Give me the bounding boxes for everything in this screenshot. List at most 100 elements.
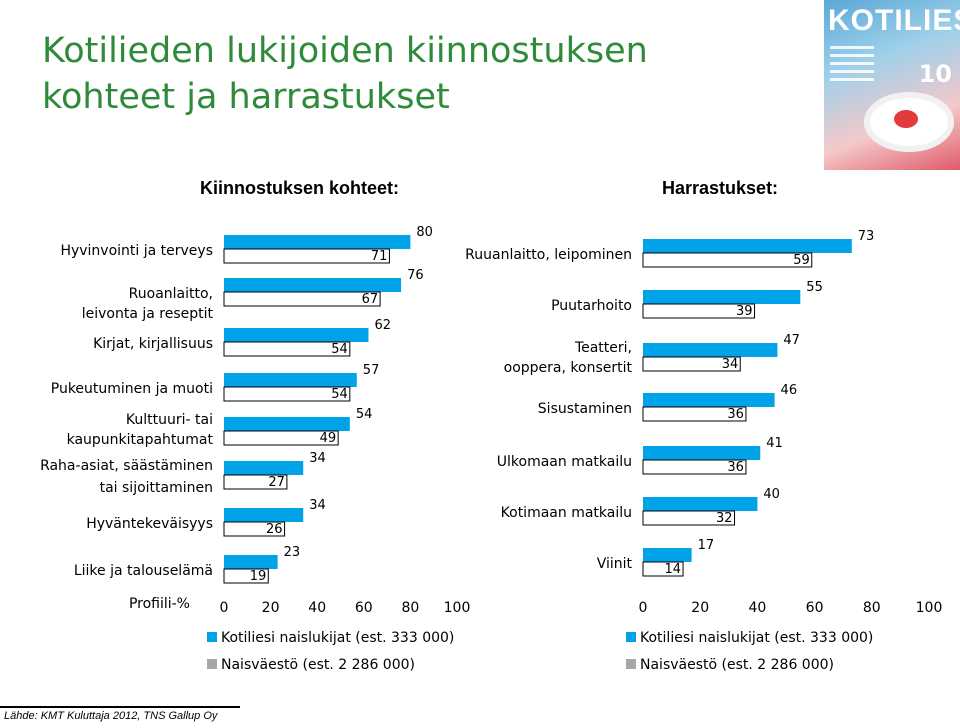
- left-category-label: Pukeutuminen ja muoti: [51, 381, 213, 397]
- left-bar-population: [223, 474, 288, 490]
- right-x-tick-label: 40: [748, 600, 766, 616]
- title-line-2: kohteet ja harrastukset: [42, 77, 450, 117]
- left-category-label: Hyväntekeväisyys: [86, 516, 213, 532]
- right-bar-readers: [643, 446, 761, 460]
- left-bar-population: [223, 430, 339, 446]
- left-category-label: Kulttuuri- tai: [126, 412, 213, 428]
- left-category-label: Ruoanlaitto,: [129, 286, 213, 302]
- left-x-tick-label: 0: [220, 600, 229, 616]
- left-bar-readers: [224, 417, 350, 431]
- right-x-tick-label: 100: [916, 600, 943, 616]
- title-line-1: Kotilieden lukijoiden kiinnostuksen: [42, 31, 648, 71]
- right-bar-population: [642, 561, 684, 577]
- right-value-label-population: 59: [793, 253, 810, 268]
- right-bar-population: [642, 303, 756, 319]
- left-value-label-readers: 76: [407, 268, 424, 283]
- cover-headlines: [830, 46, 874, 86]
- right-category-label: Teatteri,: [574, 340, 632, 356]
- left-bar-readers: [224, 328, 369, 342]
- left-value-label-population: 54: [331, 342, 348, 357]
- left-category-label: Hyvinvointi ja terveys: [60, 243, 213, 259]
- right-legend-readers: Kotiliesi naislukijat (est. 333 000): [640, 630, 873, 646]
- right-value-label-readers: 46: [781, 383, 798, 398]
- right-value-label-readers: 17: [698, 538, 715, 553]
- left-value-label-population: 26: [266, 522, 283, 537]
- right-value-label-readers: 40: [763, 487, 780, 502]
- right-legend-population: Naisväestö (est. 2 286 000): [640, 657, 834, 673]
- left-value-label-population: 19: [250, 569, 267, 584]
- right-bar-readers: [643, 239, 852, 253]
- left-value-label-readers: 23: [284, 545, 301, 560]
- right-value-label-readers: 41: [766, 436, 783, 451]
- left-x-tick-label: 40: [308, 600, 326, 616]
- left-category-label: kaupunkitapahtumat: [67, 432, 214, 448]
- right-category-label: Ruuanlaitto, leipominen: [465, 247, 632, 263]
- left-value-label-readers: 62: [374, 318, 391, 333]
- left-value-label-readers: 34: [309, 451, 326, 466]
- right-value-label-readers: 73: [858, 229, 875, 244]
- left-bar-population: [223, 248, 390, 264]
- source-divider: [0, 706, 240, 708]
- right-bar-population: [642, 406, 747, 422]
- left-category-label: Liike ja talouselämä: [74, 563, 213, 579]
- right-value-label-population: 39: [736, 304, 753, 319]
- left-legend-population: Naisväestö (est. 2 286 000): [221, 657, 415, 673]
- right-value-label-population: 34: [722, 357, 739, 372]
- left-value-label-population: 67: [362, 292, 379, 307]
- right-chart-title: Harrastukset:: [662, 178, 779, 198]
- left-bar-readers: [224, 278, 402, 292]
- magazine-cover-image: KOTILIESI 10: [824, 0, 960, 170]
- left-bar-readers: [224, 508, 304, 522]
- left-x-tick-label: 80: [401, 600, 419, 616]
- left-bar-readers: [224, 373, 357, 387]
- left-x-tick-label: 100: [444, 600, 471, 616]
- left-value-label-population: 27: [268, 475, 285, 490]
- left-value-label-readers: 54: [356, 407, 373, 422]
- left-value-label-readers: 34: [309, 498, 326, 513]
- left-category-label: tai sijoittaminen: [100, 480, 213, 496]
- right-value-label-readers: 55: [806, 280, 823, 295]
- right-category-label: Sisustaminen: [538, 401, 632, 417]
- right-bar-readers: [643, 290, 801, 304]
- right-x-tick-label: 0: [639, 600, 648, 616]
- left-value-label-population: 54: [331, 387, 348, 402]
- right-value-label-readers: 47: [783, 333, 800, 348]
- right-bar-population: [642, 459, 747, 475]
- right-category-label: Puutarhoito: [551, 298, 632, 314]
- left-value-label-readers: 57: [363, 363, 380, 378]
- left-bar-population: [223, 341, 351, 357]
- left-value-label-population: 49: [320, 431, 337, 446]
- right-value-label-population: 36: [727, 460, 744, 475]
- right-category-label: Ulkomaan matkailu: [497, 454, 632, 470]
- right-category-label: ooppera, konsertit: [504, 360, 633, 376]
- cover-soup-bowl: [864, 92, 954, 152]
- right-category-label: Kotimaan matkailu: [501, 505, 632, 521]
- right-bar-readers: [643, 497, 758, 511]
- right-bar-readers: [643, 393, 775, 407]
- left-x-tick-label: 20: [262, 600, 280, 616]
- right-value-label-population: 32: [716, 511, 733, 526]
- right-x-tick-label: 20: [691, 600, 709, 616]
- left-bar-population: [223, 291, 381, 307]
- cover-issue-number: 10: [918, 60, 952, 88]
- left-x-axis-label: Profiili-%: [129, 596, 190, 612]
- left-bar-population: [223, 521, 286, 537]
- left-bar-population: [223, 386, 351, 402]
- left-x-tick-label: 60: [355, 600, 373, 616]
- right-bar-readers: [643, 343, 778, 357]
- left-value-label-population: 71: [371, 249, 388, 264]
- left-chart-title: Kiinnostuksen kohteet:: [200, 178, 400, 198]
- right-bar-population: [642, 252, 813, 268]
- right-bar-readers: [643, 548, 692, 562]
- right-bar-population: [642, 356, 741, 372]
- right-x-tick-label: 80: [863, 600, 881, 616]
- left-bar-readers: [224, 555, 278, 569]
- left-category-label: Raha-asiat, säästäminen: [40, 458, 213, 474]
- left-legend-swatch-population: [207, 659, 217, 669]
- right-bar-population: [642, 510, 736, 526]
- right-value-label-population: 36: [727, 407, 744, 422]
- left-category-label: leivonta ja reseptit: [82, 306, 214, 322]
- left-value-label-readers: 80: [416, 225, 433, 240]
- right-x-tick-label: 60: [806, 600, 824, 616]
